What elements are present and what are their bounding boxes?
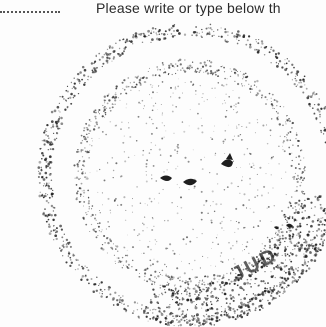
instruction-text: Please write or type below th [96, 0, 281, 16]
stamp-ink-speckles [37, 23, 326, 327]
dotted-leader-line [0, 11, 60, 13]
stamp-emblem-center [160, 153, 293, 230]
